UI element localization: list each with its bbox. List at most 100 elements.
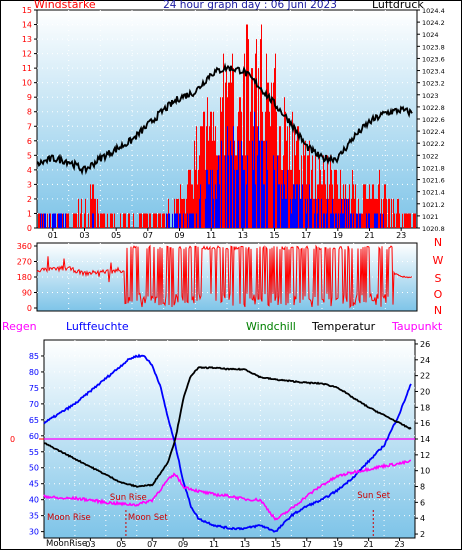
humidity-line bbox=[43, 353, 412, 533]
wind-axis-label: 13 bbox=[22, 35, 32, 44]
compass-letter: N bbox=[434, 236, 442, 249]
temp-axis-label: 2 bbox=[420, 530, 425, 539]
temp-series bbox=[43, 353, 412, 533]
direction-axis-label: 180 bbox=[17, 273, 32, 282]
wind-axis-label: 11 bbox=[22, 64, 32, 73]
wind-x-label: 01 bbox=[48, 231, 58, 240]
temp-humidity-panel: Regen Luftfeuchte Windchill Temperatur T… bbox=[2, 320, 443, 549]
humidity-axis-label: 35 bbox=[29, 512, 39, 521]
temp-axis-label: 24 bbox=[420, 356, 430, 365]
pressure-axis-label: 1021.2 bbox=[422, 201, 445, 209]
temp-axis-label: 26 bbox=[420, 340, 430, 349]
temp-x-label: 15 bbox=[271, 540, 281, 549]
wind-axis-label: 12 bbox=[22, 50, 32, 59]
wind-axis-label: 1 bbox=[27, 209, 32, 218]
wind-strength-label: Windstärke bbox=[34, 0, 96, 11]
wind-x-label: 15 bbox=[269, 231, 279, 240]
compass-letter: W bbox=[433, 254, 444, 267]
chart-title: 24 hour graph day : 06 Juni 2023 bbox=[163, 0, 337, 11]
direction-degree-axis: 360 270 180 90 0 bbox=[17, 242, 37, 313]
wind-x-label: 19 bbox=[333, 231, 343, 240]
wind-x-label: 05 bbox=[111, 231, 121, 240]
temp-axis-label: 22 bbox=[420, 372, 430, 381]
wind-axis-label: 8 bbox=[27, 108, 32, 117]
compass-letter: O bbox=[434, 288, 443, 301]
temp-axis-label: 12 bbox=[420, 451, 430, 460]
wind-x-label: 21 bbox=[364, 231, 374, 240]
temp-axis-label: 8 bbox=[420, 483, 425, 492]
pressure-axis-label: 1024.4 bbox=[422, 7, 445, 15]
wind-axis-label: 4 bbox=[27, 166, 32, 175]
compass-letter: N bbox=[434, 304, 442, 317]
temp-x-label: 19 bbox=[333, 540, 343, 549]
pressure-axis-label: 1023 bbox=[422, 92, 439, 100]
event-label: Moon Rise bbox=[47, 513, 91, 523]
pressure-axis-label: 1022.6 bbox=[422, 116, 445, 124]
direction-axis-label: 360 bbox=[17, 242, 32, 251]
temp-x-label: 09 bbox=[178, 540, 188, 549]
pressure-axis-label: 1024 bbox=[422, 31, 439, 39]
temp-x-label: 13 bbox=[240, 540, 250, 549]
pressure-axis-label: 1022.8 bbox=[422, 104, 445, 112]
wind-axis-label: 5 bbox=[27, 151, 32, 160]
temp-axis-label: 4 bbox=[420, 514, 425, 523]
temp-axis-label: 6 bbox=[420, 498, 425, 507]
event-label: Sun Rise bbox=[110, 493, 147, 503]
humidity-axis-label: 80 bbox=[29, 368, 39, 377]
pressure-axis-label: 1023.8 bbox=[422, 43, 445, 51]
pressure-axis-label: 1023.4 bbox=[422, 68, 445, 76]
pressure-axis-label: 1024.2 bbox=[422, 19, 445, 27]
wind-axis-label: 6 bbox=[27, 137, 32, 146]
pressure-axis-label: 1022 bbox=[422, 152, 439, 160]
temp-x-label: 11 bbox=[209, 540, 219, 549]
wind-axis-label: 3 bbox=[27, 180, 32, 189]
rain-axis-label: 0 bbox=[10, 435, 15, 444]
temp-axis-label: 10 bbox=[420, 467, 430, 476]
temp-axis-label: 14 bbox=[420, 435, 430, 444]
event-label: Moon Set bbox=[128, 513, 168, 523]
wind-axis-label: 9 bbox=[27, 93, 32, 102]
pressure-axis-label: 1021.8 bbox=[422, 164, 445, 172]
humidity-axis-label: 70 bbox=[29, 400, 39, 409]
rain-label: Regen bbox=[2, 320, 37, 333]
temp-x-label: 03 bbox=[85, 540, 95, 549]
humidity-axis-label: 55 bbox=[29, 448, 39, 457]
wind-axis-label: 0 bbox=[27, 224, 32, 233]
humidity-axis-label: 30 bbox=[29, 528, 39, 537]
temp-x-label: 21 bbox=[364, 540, 374, 549]
wind-bars bbox=[38, 24, 416, 228]
wind-x-label: 03 bbox=[79, 231, 89, 240]
wind-x-axis: 01 03 05 07 09 11 13 15 17 19 21 23 bbox=[48, 228, 406, 240]
pressure-axis-label: 1020.8 bbox=[422, 225, 445, 233]
humidity-axis-label: 60 bbox=[29, 432, 39, 441]
humidity-axis-label: 85 bbox=[29, 352, 39, 361]
moonrise-bottom-label: MoonRise bbox=[46, 539, 87, 549]
wind-axis-label: 7 bbox=[27, 122, 32, 131]
wind-x-label: 23 bbox=[396, 231, 406, 240]
humidity-label: Luftfeuchte bbox=[66, 320, 129, 333]
temp-x-label: 23 bbox=[394, 540, 404, 549]
wind-x-label: 13 bbox=[238, 231, 248, 240]
wind-x-label: 09 bbox=[174, 231, 184, 240]
pressure-axis-label: 1021 bbox=[422, 213, 439, 221]
temperature-label: Temperatur bbox=[311, 320, 376, 333]
pressure-label: Luftdruck bbox=[372, 0, 424, 11]
wind-axis-label: 14 bbox=[22, 21, 32, 30]
humidity-axis: 30 35 40 45 50 55 60 65 70 75 80 85 0 bbox=[10, 352, 44, 537]
pressure-axis-label: 1022.2 bbox=[422, 140, 445, 148]
humidity-axis-label: 75 bbox=[29, 384, 39, 393]
dewpoint-line bbox=[43, 459, 412, 521]
humidity-axis-label: 65 bbox=[29, 416, 39, 425]
pressure-series bbox=[36, 62, 413, 176]
direction-series bbox=[36, 244, 413, 309]
humidity-axis-label: 50 bbox=[29, 464, 39, 473]
direction-line bbox=[36, 244, 413, 309]
pressure-axis-label: 1021.4 bbox=[422, 189, 445, 197]
temperature-line bbox=[44, 366, 412, 488]
pressure-line bbox=[36, 62, 413, 176]
